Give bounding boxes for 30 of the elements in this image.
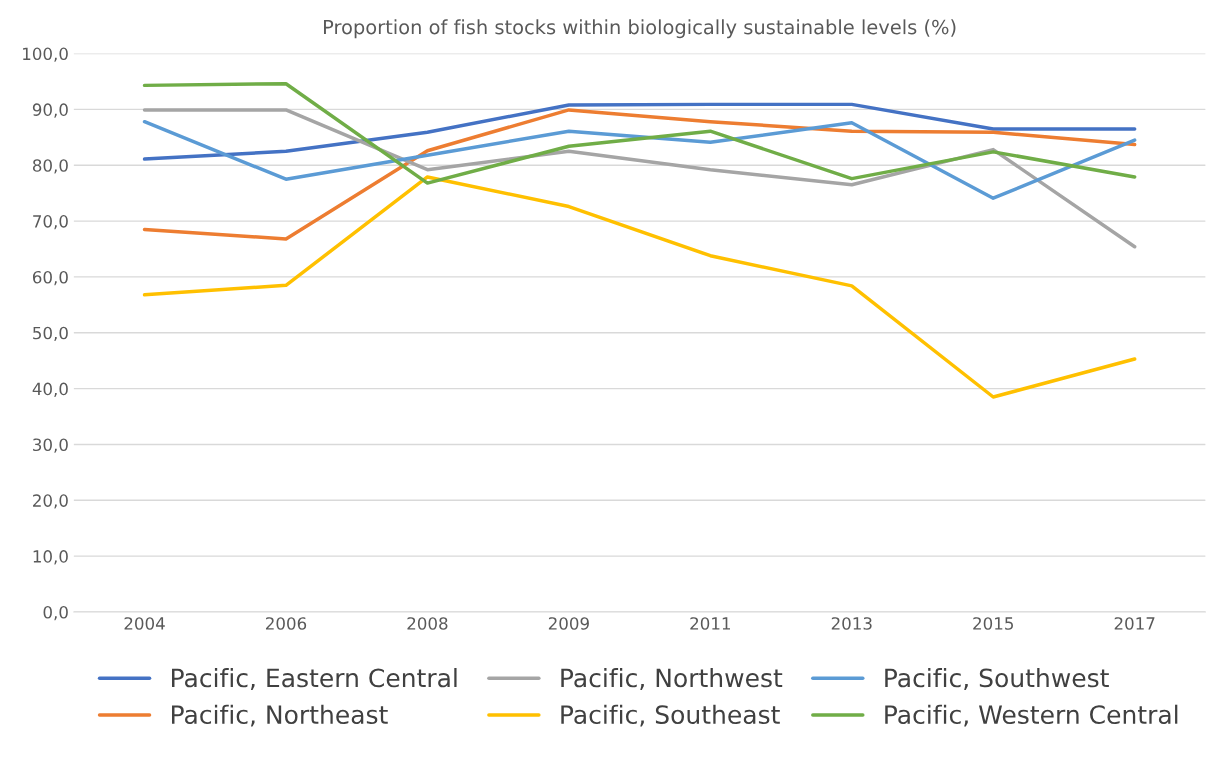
x-tick-label: 2011 [690,617,730,630]
y-tick-label: 20,0 [33,494,68,509]
x-tick-label: 2006 [265,617,307,630]
line-series [142,119,1137,200]
y-tick-label: 100,0 [23,47,68,62]
line-series [142,102,1137,161]
y-tick-label: 50,0 [33,326,68,342]
x-tick-label: 2013 [831,617,872,630]
legend-label: Pacific, Eastern Central [172,668,457,690]
y-tick-label: 10,0 [33,550,68,565]
line-series [142,81,1137,185]
legend-label: Pacific, Northwest [561,668,783,690]
y-tick-label: 30,0 [33,438,68,453]
x-tick-label: 2008 [407,617,448,630]
legend-label: Pacific, Southwest [885,668,1109,690]
y-tick-label: 0,0 [43,605,68,621]
y-tick-label: 70,0 [33,215,68,230]
y-tick-label: 40,0 [32,382,68,397]
legend-label: Pacific, Northeast [172,704,388,727]
y-tick-label: 80,0 [32,159,68,174]
x-tick-label: 2015 [973,617,1013,630]
line-series [142,175,1137,399]
chart-title: Proportion of fish stocks within biologically sustainable levels (%) [324,19,956,39]
x-tick-label: 2017 [1114,617,1155,630]
legend-label: Pacific, Southeast [561,704,780,727]
y-tick-label: 90,0 [32,103,68,118]
legend-label: Pacific, Western Central [885,704,1178,727]
x-tick-label: 2009 [548,617,589,630]
x-tick-label: 2004 [124,617,165,630]
y-tick-label: 60,0 [32,270,68,286]
